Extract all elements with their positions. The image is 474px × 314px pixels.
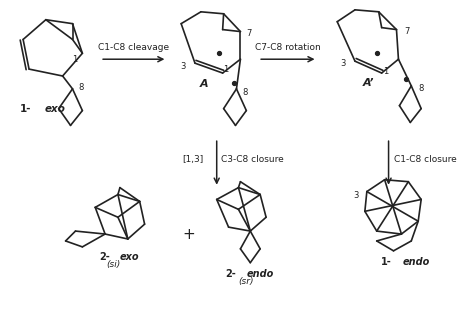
Text: endo: endo bbox=[246, 268, 273, 279]
Text: 3: 3 bbox=[181, 62, 186, 71]
Text: 2-: 2- bbox=[226, 268, 237, 279]
Text: 1: 1 bbox=[223, 65, 228, 73]
Text: (si): (si) bbox=[106, 260, 120, 269]
Text: A’: A’ bbox=[363, 78, 374, 88]
Text: 7: 7 bbox=[404, 27, 410, 36]
Text: C7-C8 rotation: C7-C8 rotation bbox=[255, 43, 321, 52]
Text: 1-: 1- bbox=[19, 104, 31, 114]
Text: 1: 1 bbox=[73, 55, 78, 64]
Text: 8: 8 bbox=[242, 88, 248, 97]
Text: 7: 7 bbox=[246, 29, 252, 38]
Text: +: + bbox=[182, 226, 195, 241]
Text: 1: 1 bbox=[383, 67, 389, 76]
Text: 8: 8 bbox=[78, 83, 84, 92]
Text: C1-C8 cleavage: C1-C8 cleavage bbox=[98, 43, 169, 52]
Text: 1-: 1- bbox=[381, 257, 392, 267]
Text: A: A bbox=[200, 79, 208, 89]
Text: 3: 3 bbox=[341, 59, 346, 68]
Text: (sr): (sr) bbox=[238, 277, 254, 286]
Text: exo: exo bbox=[45, 104, 66, 114]
Text: exo: exo bbox=[120, 252, 139, 262]
Text: endo: endo bbox=[402, 257, 430, 267]
Text: C3-C8 closure: C3-C8 closure bbox=[221, 155, 283, 165]
Text: 2-: 2- bbox=[99, 252, 110, 262]
Text: [1,3]: [1,3] bbox=[182, 155, 204, 165]
Text: 3: 3 bbox=[354, 191, 359, 200]
Text: 8: 8 bbox=[418, 84, 424, 93]
Text: C1-C8 closure: C1-C8 closure bbox=[394, 155, 457, 165]
